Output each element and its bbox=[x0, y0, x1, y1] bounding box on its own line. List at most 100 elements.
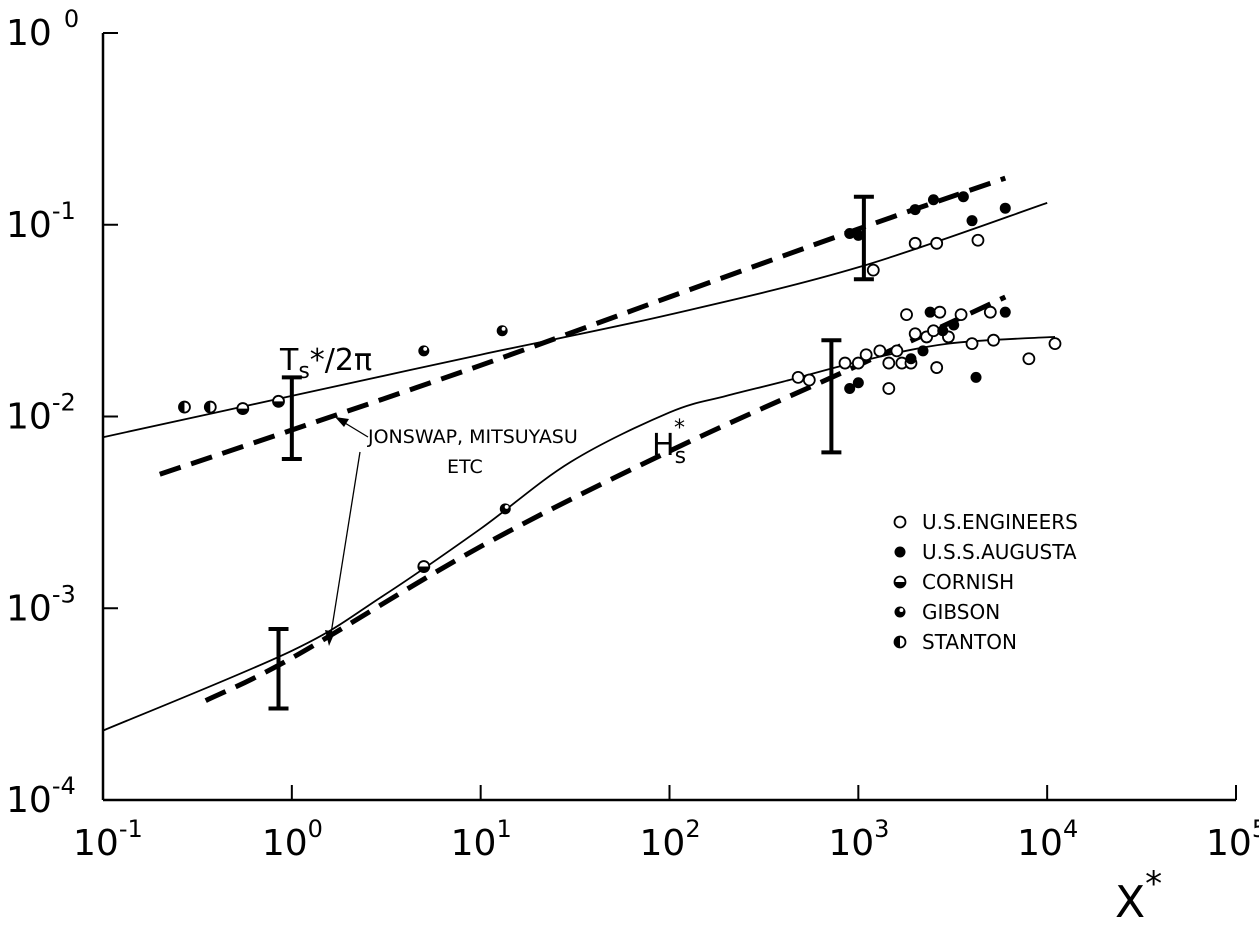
point-half-bottom-1 bbox=[272, 394, 285, 408]
point-filled-8 bbox=[852, 377, 864, 389]
legend-marker-2 bbox=[893, 575, 907, 589]
legend-item-0: U.S.ENGINEERS bbox=[893, 510, 1078, 534]
point-open-4 bbox=[791, 370, 805, 384]
jonswap-annotation-line2: ETC bbox=[447, 456, 483, 478]
point-open-25 bbox=[882, 382, 896, 395]
y-tick-label-0: 10-4 bbox=[6, 772, 76, 821]
plot-frame bbox=[101, 33, 1236, 802]
point-open-8 bbox=[859, 348, 873, 362]
x-tick-label-5: 104 bbox=[1017, 815, 1078, 864]
jonswap-annotation-line1: JONSWAP, MITSUYASU bbox=[367, 426, 578, 448]
legend-label-0: U.S.ENGINEERS bbox=[922, 510, 1078, 534]
legend-label-1: U.S.S.AUGUSTA bbox=[922, 540, 1077, 564]
hs-label-sub: s bbox=[675, 444, 686, 469]
x-tick-label-0: 10-1 bbox=[73, 815, 143, 864]
x-tick-label-4: 103 bbox=[828, 815, 889, 864]
curves bbox=[102, 175, 1056, 732]
point-open-21 bbox=[965, 337, 979, 350]
point-half-bottom-2 bbox=[417, 560, 431, 573]
y-tick-label-2: 10-2 bbox=[6, 389, 76, 438]
point-filled-2 bbox=[909, 204, 921, 216]
point-filled-1 bbox=[852, 229, 864, 241]
legend-marker-1 bbox=[894, 546, 906, 558]
legend-marker-0 bbox=[893, 515, 907, 529]
legend-label-3: GIBSON bbox=[922, 600, 1000, 624]
point-half-left-1 bbox=[203, 400, 217, 414]
point-filled-0 bbox=[844, 228, 856, 240]
legend-label-2: CORNISH bbox=[922, 570, 1014, 594]
point-filled-14 bbox=[970, 371, 982, 383]
x-axis-tick-labels: 10-1 100 101 102 103 104 105 bbox=[73, 815, 1259, 864]
legend-item-1: U.S.S.AUGUSTA bbox=[894, 540, 1077, 564]
hs-fit-curve bbox=[102, 336, 1056, 732]
point-open-24 bbox=[930, 361, 944, 374]
hs-curve-label: Hs * bbox=[652, 416, 686, 469]
data-points bbox=[178, 191, 1062, 573]
legend-item-4: STANTON bbox=[893, 630, 1017, 654]
svg-text:Hs*: Hs * bbox=[652, 416, 686, 469]
hs-label-sup: * bbox=[674, 416, 685, 441]
point-filled-12 bbox=[937, 325, 949, 337]
x-tick-label-3: 102 bbox=[640, 815, 701, 864]
point-open-26 bbox=[1022, 352, 1036, 366]
point-filled-10 bbox=[917, 345, 929, 357]
y-axis-ticks bbox=[103, 32, 118, 801]
point-mostly-filled-1 bbox=[496, 325, 508, 337]
legend-marker-4 bbox=[893, 635, 907, 649]
error-bars bbox=[268, 194, 874, 711]
point-open-2 bbox=[930, 236, 944, 250]
error-bar-3 bbox=[853, 194, 874, 282]
hs-jonswap-curve bbox=[204, 294, 1007, 703]
x-axis-label-sup: * bbox=[1145, 864, 1162, 904]
y-tick-label-3: 10-1 bbox=[6, 197, 76, 246]
error-bar-1 bbox=[268, 626, 289, 711]
ts-fit-curve bbox=[102, 202, 1048, 439]
point-filled-15 bbox=[999, 306, 1011, 318]
ts-label-sub: s bbox=[298, 359, 309, 384]
legend-item-3: GIBSON bbox=[894, 600, 1000, 624]
point-open-18 bbox=[933, 305, 947, 319]
error-bar-0 bbox=[281, 375, 302, 462]
y-tick-label-1: 10-3 bbox=[6, 580, 76, 629]
point-filled-11 bbox=[924, 306, 936, 318]
point-filled-9 bbox=[905, 353, 917, 365]
point-filled-7 bbox=[844, 382, 856, 394]
point-open-22 bbox=[983, 305, 997, 319]
point-filled-13 bbox=[948, 319, 960, 331]
point-filled-3 bbox=[927, 194, 939, 206]
point-open-11 bbox=[890, 344, 904, 358]
jonswap-arrow-lower bbox=[329, 451, 361, 641]
jonswap-arrowhead-lower bbox=[325, 630, 335, 646]
point-open-6 bbox=[838, 356, 852, 370]
error-bar-2 bbox=[821, 338, 842, 455]
point-mostly-filled-2 bbox=[499, 503, 511, 515]
point-half-left-0 bbox=[178, 400, 191, 414]
point-open-27 bbox=[1048, 337, 1062, 350]
point-open-9 bbox=[873, 344, 887, 358]
ts-label-main: T bbox=[279, 343, 299, 378]
y-tick-label-4: 10 0 bbox=[6, 5, 79, 54]
legend-label-4: STANTON bbox=[922, 630, 1017, 654]
ts-curve-label: Ts*/2π bbox=[279, 343, 372, 384]
point-filled-5 bbox=[966, 215, 978, 227]
point-open-14 bbox=[900, 308, 913, 321]
ts-label-rest: */2π bbox=[310, 343, 372, 378]
point-mostly-filled-0 bbox=[418, 345, 430, 357]
point-open-20 bbox=[954, 308, 968, 321]
legend-item-2: CORNISH bbox=[893, 570, 1014, 594]
point-filled-6 bbox=[999, 202, 1011, 214]
y-axis-tick-labels: 10-4 10-3 10-2 10-1 10 0 bbox=[6, 5, 79, 821]
point-open-0 bbox=[866, 263, 880, 277]
point-half-bottom-0 bbox=[236, 402, 250, 415]
svg-text:Ts*/2π: Ts*/2π bbox=[279, 343, 372, 384]
point-open-5 bbox=[802, 373, 816, 387]
x-axis-label-base: X bbox=[1115, 877, 1145, 925]
legend-marker-3 bbox=[894, 606, 906, 618]
point-open-10 bbox=[882, 356, 896, 370]
x-tick-label-1: 100 bbox=[262, 815, 323, 864]
jonswap-arrowhead-upper bbox=[335, 417, 349, 427]
svg-text:X*: X* bbox=[1115, 864, 1162, 925]
legend: U.S.ENGINEERS U.S.S.AUGUSTA CORNISH GIBSON S… bbox=[893, 510, 1078, 654]
x-tick-label-6: 105 bbox=[1206, 815, 1259, 864]
